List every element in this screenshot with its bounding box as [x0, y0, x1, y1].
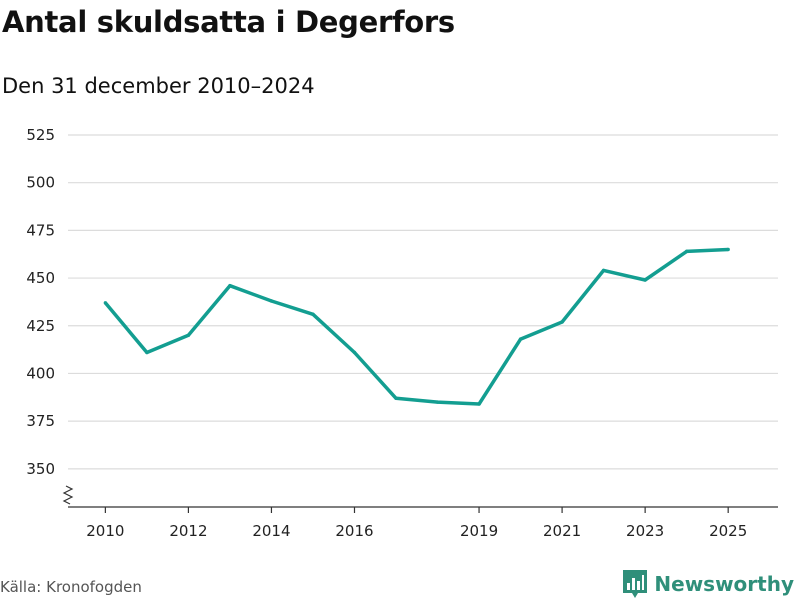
data-point-2024: [684, 249, 689, 254]
x-tick-label-2019: 2019: [460, 522, 498, 540]
data-point-2018: [435, 400, 440, 404]
x-tick-label-2023: 2023: [626, 522, 664, 540]
data-point-2012: [186, 333, 191, 338]
brand-name: Newsworthy: [654, 572, 794, 596]
x-axis: [62, 485, 778, 508]
series-group: [103, 247, 730, 406]
x-tick-label-2010: 2010: [86, 522, 124, 540]
x-tick-label-2012: 2012: [169, 522, 207, 540]
data-point-2019: [477, 402, 481, 406]
data-point-2010: [103, 301, 108, 305]
chart-subtitle: Den 31 december 2010–2024: [2, 74, 315, 98]
data-point-2015: [311, 312, 315, 317]
brand-logo[interactable]: Newsworthy: [622, 568, 794, 600]
y-axis-ticks: 350 375 400 425 450 475 500 525: [26, 126, 55, 478]
data-point-2013: [228, 284, 232, 288]
data-point-2021: [560, 320, 564, 324]
data-point-2011: [145, 350, 149, 355]
chart-title: Antal skuldsatta i Degerfors: [2, 5, 455, 39]
newsworthy-logo-icon: [623, 570, 648, 598]
data-point-2025: [726, 247, 730, 252]
series-line-0: [104, 247, 729, 406]
data-point-2017: [394, 396, 398, 400]
data-point-2022: [601, 268, 606, 273]
y-tick-label-525: 525: [26, 126, 55, 144]
data-point-2014: [269, 299, 274, 303]
data-point-2020: [518, 337, 523, 341]
y-tick-label-400: 400: [26, 364, 55, 382]
x-tick-label-2014: 2014: [252, 522, 290, 540]
data-point-2016: [352, 350, 357, 355]
data-point-2023: [643, 278, 647, 282]
y-tick-label-375: 375: [26, 412, 55, 430]
x-tick-label-2021: 2021: [543, 522, 581, 540]
x-tick-label-2016: 2016: [335, 522, 373, 540]
x-tick-label-2025: 2025: [709, 522, 747, 540]
y-tick-label-450: 450: [26, 269, 55, 287]
y-tick-label-475: 475: [26, 221, 55, 239]
source-note: Källa: Kronofogden: [0, 578, 142, 596]
gridlines: [68, 134, 778, 470]
axis-break-icon: [62, 485, 74, 505]
y-tick-label-350: 350: [26, 460, 55, 478]
x-axis-ticks: 2010 2012 2014 2016 2019 2021 2023 2025: [86, 507, 747, 540]
y-tick-label-500: 500: [26, 174, 55, 192]
y-tick-label-425: 425: [26, 317, 55, 335]
